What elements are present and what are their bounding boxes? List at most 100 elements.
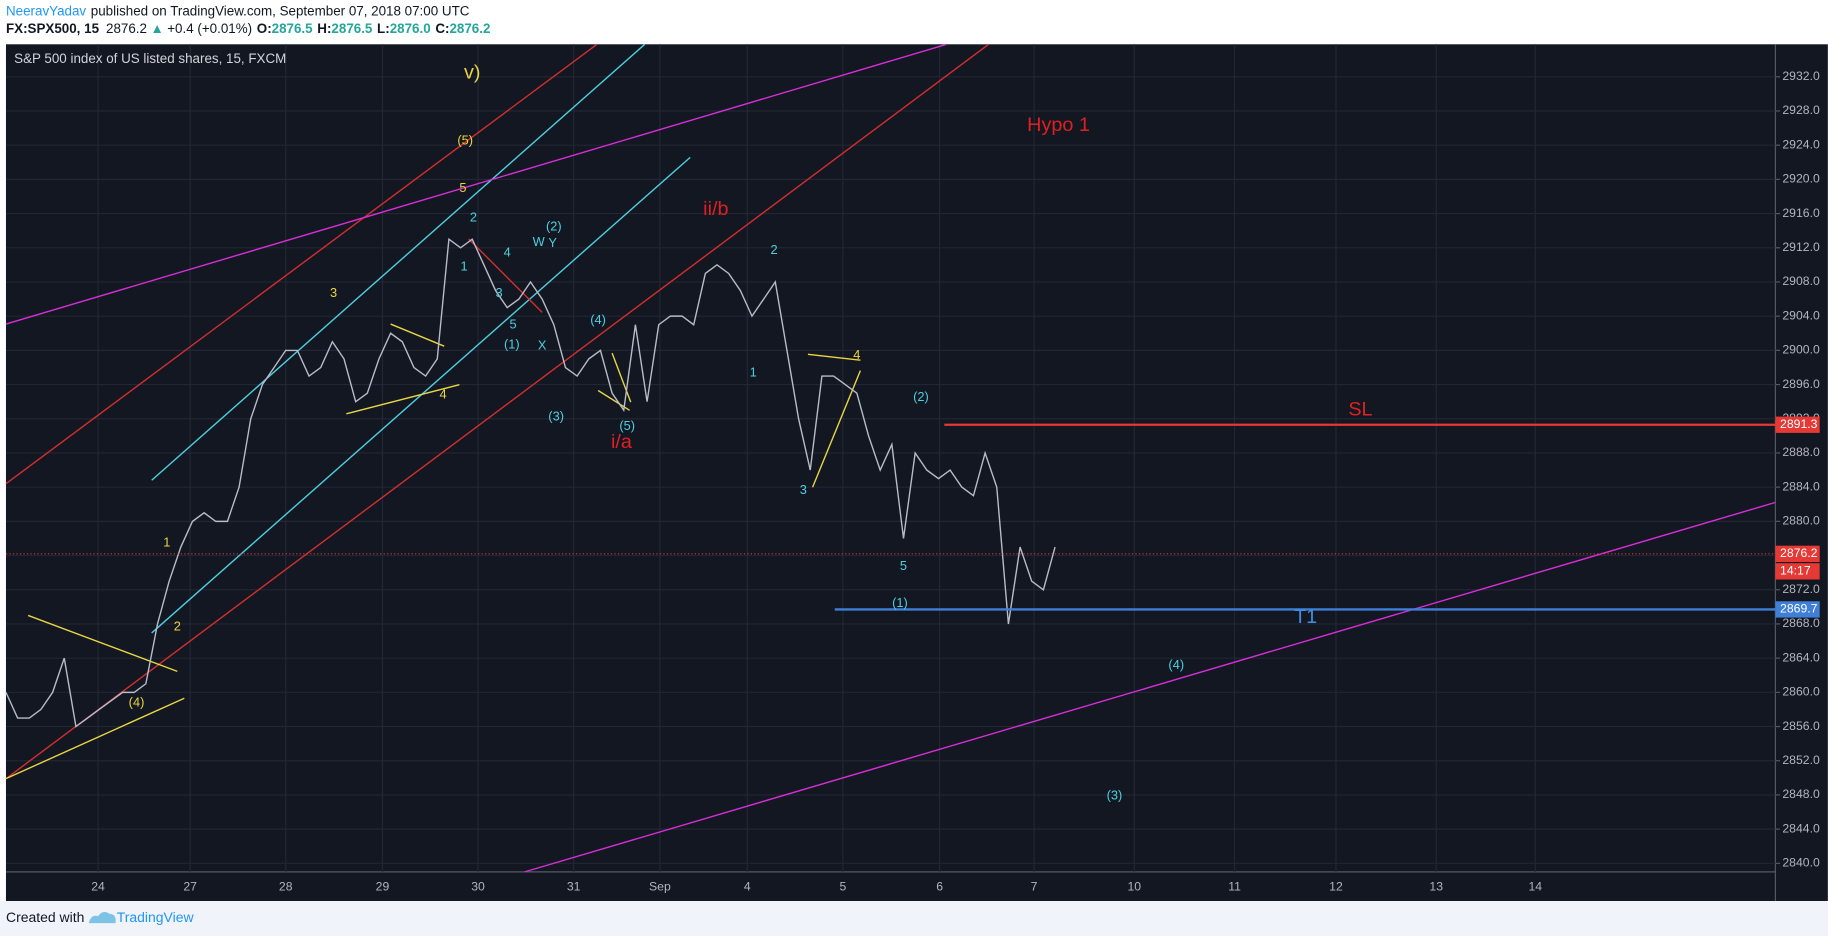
wave-label: 1 — [163, 535, 170, 550]
x-tick-label: 14 — [1528, 879, 1542, 893]
wave-label: (3) — [548, 409, 564, 424]
y-tick-label: 2860.0 — [1782, 685, 1820, 699]
x-tick-label: 24 — [91, 879, 105, 893]
y-tick-label: 2916.0 — [1782, 206, 1820, 220]
footer-created: Created with — [6, 909, 84, 925]
chart-title: S&P 500 index of US listed shares, 15, F… — [14, 51, 286, 66]
countdown-label-bg — [1775, 563, 1820, 580]
stop-label: 2891.3 — [1780, 417, 1818, 431]
header-line-2: FX:SPX500, 15 2876.2 ▲ +0.4 (+0.01%) O:2876.… — [6, 21, 490, 36]
footer-bg — [0, 901, 1828, 936]
wave-label: 4 — [853, 347, 860, 362]
wave-label: SL — [1348, 399, 1372, 421]
target-label-bg — [1775, 601, 1820, 618]
symbol: FX:SPX500, 15 — [6, 21, 100, 36]
wave-label: i/a — [611, 431, 633, 453]
y-tick-label: 2932.0 — [1782, 69, 1820, 83]
up-arrow: ▲ — [150, 21, 163, 36]
wave-label: 5 — [900, 558, 907, 573]
trend-line — [390, 323, 445, 347]
wave-label: W — [533, 234, 546, 249]
wave-label: 5 — [509, 317, 516, 332]
ohlc-value: 2876.5 — [331, 21, 373, 36]
x-tick-label: 29 — [376, 879, 390, 893]
y-tick-label: 2900.0 — [1782, 343, 1820, 357]
x-tick-label: 27 — [183, 879, 197, 893]
change: +0.4 (+0.01%) — [167, 21, 252, 36]
stop-label-bg — [1775, 416, 1820, 433]
published: published on TradingView.com, September … — [91, 3, 470, 18]
x-tick-label: 12 — [1329, 879, 1343, 893]
wave-label: 1 — [460, 258, 467, 273]
ohlc-value: 2876.0 — [390, 21, 431, 36]
logo-icon — [88, 911, 116, 924]
header-bg — [0, 0, 1828, 45]
y-tick-label: 2868.0 — [1782, 616, 1820, 630]
grid — [5, 44, 1776, 872]
x-tick-label: 13 — [1429, 879, 1443, 893]
x-tick-label: 7 — [1031, 879, 1038, 893]
wave-label: 2 — [174, 618, 181, 633]
last: 2876.2 — [106, 21, 147, 36]
trend-line — [611, 352, 632, 403]
price-axis-bg — [1775, 44, 1828, 902]
trend-line — [5, 43, 947, 325]
y-tick-label: 2844.0 — [1782, 821, 1820, 835]
wave-label: (4) — [1168, 657, 1184, 672]
plot-bg — [5, 44, 1776, 872]
trend-line — [468, 238, 543, 313]
y-tick-label: 2920.0 — [1782, 172, 1820, 186]
x-tick-label: 30 — [471, 879, 485, 893]
y-tick-label: 2872.0 — [1782, 582, 1820, 596]
wave-label: ii/b — [703, 198, 728, 220]
x-tick-label: 28 — [279, 879, 293, 893]
wave-label: (4) — [590, 312, 606, 327]
wave-label: (2) — [913, 389, 929, 404]
wave-label: Y — [548, 235, 557, 250]
y-tick-label: 2896.0 — [1782, 377, 1820, 391]
y-tick-label: 2928.0 — [1782, 103, 1820, 117]
ohlc-label: O: — [257, 21, 272, 36]
y-tick-label: 2888.0 — [1782, 445, 1820, 459]
price-line — [5, 237, 1056, 728]
ohlc-label: H: — [317, 21, 331, 36]
ohlc-label: C: — [435, 21, 449, 36]
wave-label: v) — [464, 62, 481, 84]
wave-label: (5) — [619, 418, 635, 433]
marks: 2840.02844.02848.02852.02856.02860.02864… — [5, 62, 1820, 893]
trend-line — [5, 43, 598, 485]
wave-label: (1) — [504, 336, 520, 351]
wave-label: 3 — [495, 285, 502, 300]
ohlc-value: 2876.5 — [272, 21, 314, 36]
countdown-label: 14:17 — [1780, 564, 1811, 578]
wave-label: 5 — [459, 180, 466, 195]
x-tick-label: 11 — [1228, 879, 1241, 893]
wave-label: 4 — [504, 244, 511, 259]
wave-label: 2 — [470, 209, 477, 224]
target-label: 2869.7 — [1780, 602, 1818, 616]
y-tick-label: 2908.0 — [1782, 274, 1820, 288]
header-line-1: NeeravYadav published on TradingView.com,… — [6, 3, 470, 18]
time-axis-bg — [5, 871, 1776, 902]
author[interactable]: NeeravYadav — [6, 3, 86, 18]
wave-label: (5) — [457, 132, 473, 147]
trend-line — [807, 353, 861, 361]
wave-label: X — [538, 338, 547, 353]
y-tick-label: 2904.0 — [1782, 308, 1820, 322]
y-tick-label: 2852.0 — [1782, 753, 1820, 767]
y-tick-label: 2924.0 — [1782, 137, 1820, 151]
wave-label: 4 — [440, 387, 447, 402]
trend-line — [151, 43, 646, 481]
trend-line — [5, 697, 185, 780]
y-tick-label: 2880.0 — [1782, 514, 1820, 528]
x-tick-label: 4 — [744, 879, 751, 893]
y-tick-label: 2840.0 — [1782, 856, 1820, 870]
wave-label: 1 — [750, 364, 757, 379]
x-tick-label: 10 — [1128, 879, 1142, 893]
footer-brand[interactable]: TradingView — [117, 909, 195, 925]
wave-label: 3 — [330, 285, 337, 300]
last-label-bg — [1775, 545, 1820, 563]
drawings — [5, 43, 1776, 873]
wave-label: T1 — [1294, 606, 1317, 628]
